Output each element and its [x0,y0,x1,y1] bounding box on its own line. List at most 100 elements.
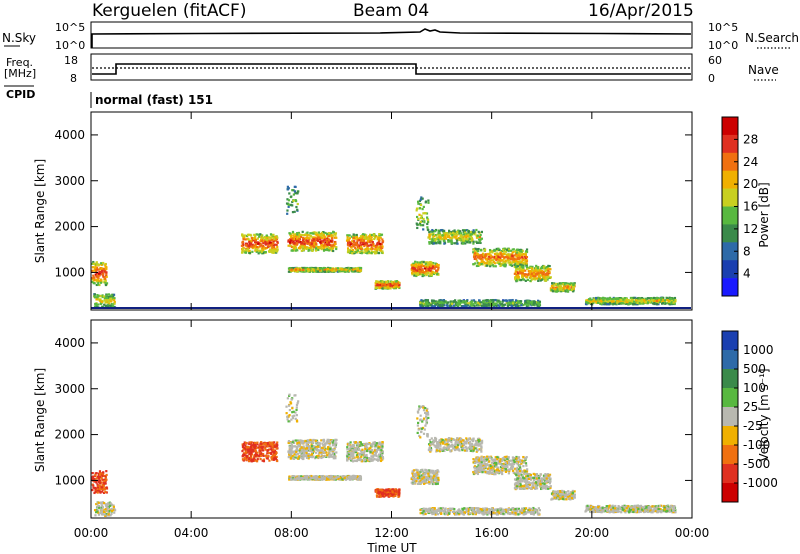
scatter-cell [248,452,251,456]
scatter-cell [260,250,264,253]
scatter-cell [662,302,665,305]
scatter-cell [91,262,94,265]
scatter-cell [496,304,500,307]
scatter-cell [330,241,334,244]
scatter-cell [543,265,546,268]
scatter-cell [353,250,356,253]
scatter-cell [447,240,450,243]
scatter-cell [518,270,521,273]
scatter-cell [104,262,107,266]
scatter-cell [324,454,327,458]
scatter-cell [262,240,265,243]
scatter-cell [556,284,559,288]
scatter-cell [290,236,293,239]
scatter-cell [101,474,104,477]
scatter-cell [320,242,323,246]
scatter-cell [623,297,626,300]
scatter-cell [458,303,462,306]
scatter-cell [529,266,532,270]
scatter-cell [247,450,250,453]
scatter-cell [343,270,346,273]
scatter-cell [442,229,446,232]
scatter-cell [256,455,259,458]
scatter-cell [470,300,473,303]
scatter-cell [478,240,481,243]
scatter-cell [412,269,415,273]
scatter-cell [268,236,271,239]
scatter-cell [493,248,496,252]
scatter-cell [443,236,447,239]
scatter-cell [514,278,517,282]
scatter-cell [248,244,251,247]
scatter-cell [348,269,351,272]
scatter-cell [94,263,97,266]
scatter-cell [93,296,97,299]
scatter-cell [94,474,97,477]
scatter-cell [264,448,267,451]
scatter-cell [362,239,366,242]
scatter-cell [442,304,446,307]
scatter-cell [256,451,259,454]
scatter-cell [312,455,315,458]
scatter-cell [97,513,101,516]
scatter-cell [521,273,524,277]
scatter-cell [607,301,610,304]
scatter-cell [554,286,557,289]
scatter-cell [317,239,320,243]
scatter-cell [521,249,524,252]
scatter-cell [563,282,567,285]
scatter-cell [435,303,438,306]
scatter-cell [102,267,105,270]
scatter-cell [531,269,534,272]
scatter-cell [376,280,379,284]
scatter-cell [461,305,464,308]
velocity-scatter [91,393,677,517]
scatter-cell [483,249,486,252]
scatter-cell [509,249,513,252]
scatter-cell [521,268,524,271]
scatter-cell [419,224,423,227]
scatter-cell [317,238,320,241]
scatter-cell [431,267,434,270]
scatter-cell [433,267,436,270]
scatter-cell [501,302,504,306]
scatter-cell [422,224,425,227]
scatter-cell [572,283,575,286]
scatter-cell [515,270,519,274]
scatter-cell [527,303,530,306]
scatter-cell [456,305,460,308]
scatter-cell [292,199,295,202]
nsky-tick-low: 10^0 [55,39,85,52]
scatter-cell [364,237,367,240]
scatter-cell [493,256,496,260]
scatter-cell [98,283,101,287]
scatter-cell [414,260,417,263]
scatter-cell [486,259,489,262]
scatter-cell [273,441,276,444]
scatter-cell [94,514,97,517]
scatter-cell [266,457,269,460]
scatter-cell [294,199,297,202]
scatter-cell [107,297,110,300]
scatter-cell [608,297,611,301]
scatter-cell [532,274,535,278]
scatter-cell [419,220,422,223]
scatter-cell [102,471,105,474]
scatter-cell [415,273,418,276]
scatter-cell [379,236,382,239]
scatter-cell [313,246,316,249]
scatter-cell [426,222,429,226]
scatter-cell [438,238,441,241]
scatter-cell [376,246,379,249]
scatter-cell [391,281,395,284]
scatter-cell [477,238,481,241]
scatter-cell [472,240,475,243]
scatter-cell [381,285,384,288]
scatter-cell [345,267,348,270]
scatter-cell [300,454,303,457]
scatter-cell [375,235,378,238]
scatter-cell [302,445,305,448]
scatter-cell [329,266,332,270]
nsearch-tick-low: 10^0 [708,39,738,52]
scatter-cell [459,235,462,239]
